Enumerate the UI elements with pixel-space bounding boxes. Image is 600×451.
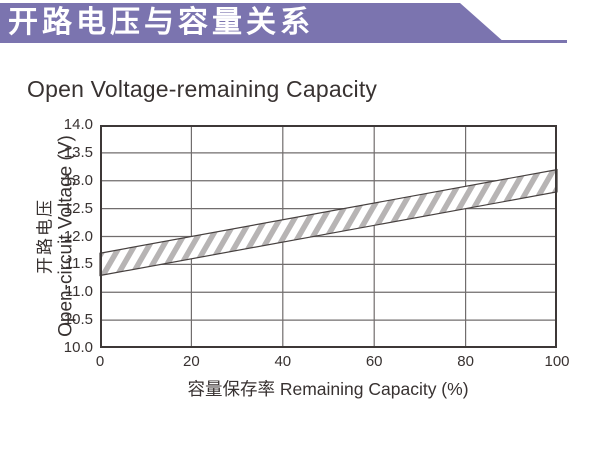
- capacity-voltage-band: [99, 168, 558, 277]
- y-tick-label: 13.0: [63, 171, 93, 189]
- y-tick-label: 11.5: [64, 255, 93, 273]
- plot-area: [99, 125, 558, 348]
- plot-border: [100, 125, 557, 348]
- y-tick-label: 10.5: [63, 311, 93, 329]
- x-tick-label: 0: [95, 353, 105, 370]
- x-tick-label: 20: [183, 353, 200, 370]
- y-tick-label: 13.5: [63, 143, 93, 161]
- x-tick-label: 100: [544, 353, 570, 370]
- x-tick-label: 60: [365, 353, 383, 370]
- x-axis-title: 容量保存率 Remaining Capacity (%): [187, 379, 469, 399]
- y-tick-label: 11.0: [64, 283, 93, 301]
- banner-background: [0, 3, 505, 43]
- y-tick-label: 12.0: [63, 227, 93, 245]
- x-tick-label: 80: [457, 353, 474, 370]
- y-tick-label: 12.5: [63, 199, 93, 217]
- gridlines: [100, 125, 557, 348]
- banner-title: 开路电压与容量关系: [8, 6, 314, 39]
- x-tick-label: 40: [274, 353, 292, 370]
- chart-title: Open Voltage-remaining Capacity: [27, 76, 378, 102]
- y-tick-label: 10.0: [63, 339, 93, 356]
- voltage-capacity-band: [99, 168, 558, 277]
- y-tick-label: 14.0: [63, 116, 93, 133]
